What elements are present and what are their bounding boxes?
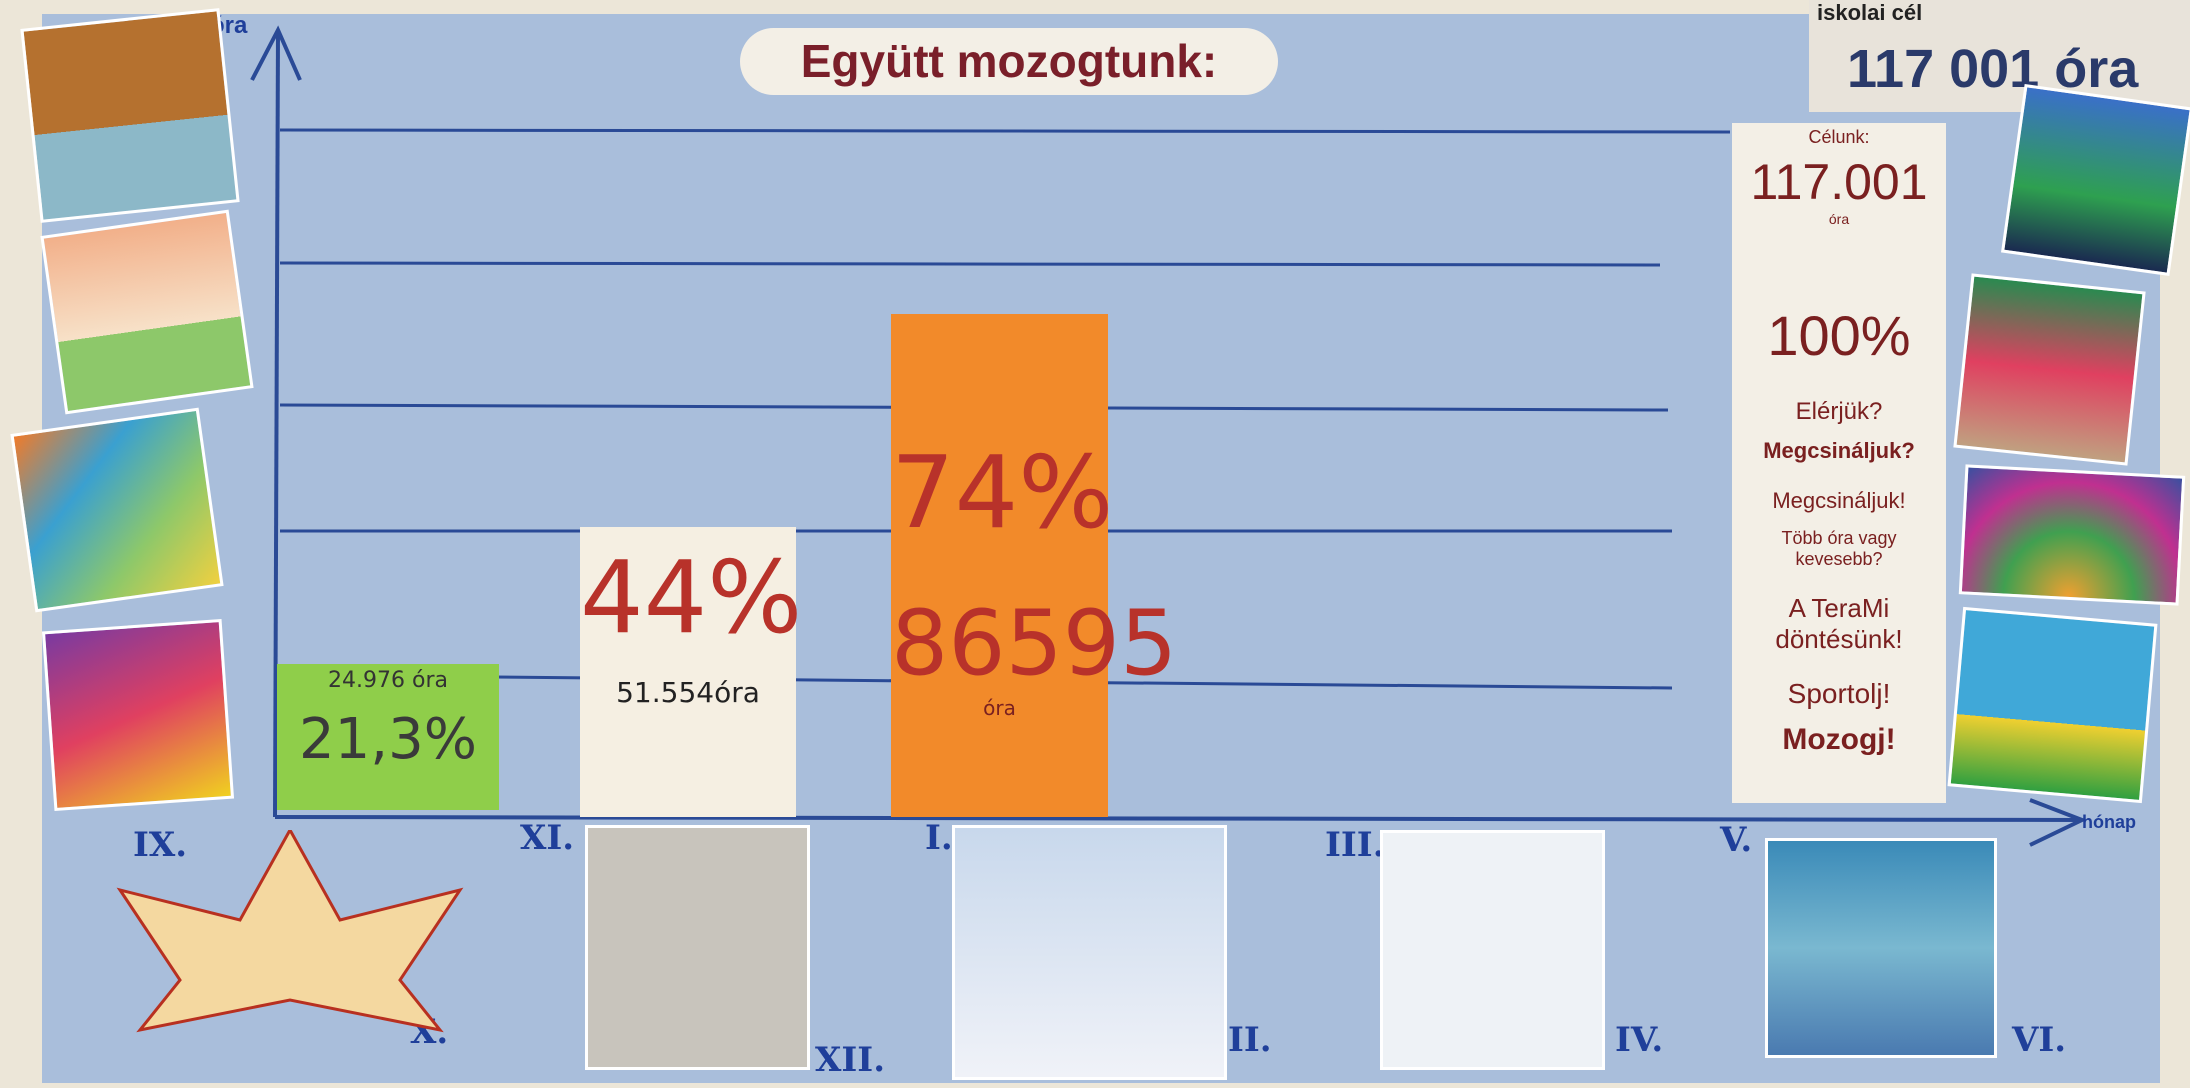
note-percent: 74% [891,434,1114,551]
month-label: V. [1720,820,1753,860]
target-text: Elérjük? [1795,398,1883,425]
month-label: III. [1325,825,1385,865]
title: Együtt mozogtunk: [740,28,1278,95]
axis-lines [250,25,2088,847]
month-label: IX. [133,825,188,865]
x-arrow [2029,798,2088,847]
target-text: óra [1828,211,1850,227]
month-label: VI. [2012,1020,2067,1060]
month-label: XI. [520,818,575,858]
note-percent: 44% [580,539,803,656]
target-text: Mozogj! [1782,723,1896,756]
month-label: II. [1228,1020,1272,1060]
goal-box: iskolai cél 117 001 óra [1809,0,2190,112]
artwork [1958,464,2186,606]
y-arrow [250,25,302,81]
y-axis [273,29,280,818]
artwork [1953,273,2146,466]
note-unit: óra [983,696,1016,720]
target-text: Megcsináljuk? [1763,438,1915,463]
x-axis-label: hónap [2082,812,2136,832]
note-cream: 44% 51.554óra [580,527,803,817]
note-text: 51.554óra [616,676,760,709]
note-orange: 74% 86595 óra [891,314,1178,817]
target-text: 100% [1767,304,1911,367]
month-label: IV. [1615,1020,1664,1060]
goal-label: iskolai cél [1817,0,1923,25]
artwork [41,618,235,812]
grid-line [279,261,1661,267]
note-percent: 21,3% [299,707,477,772]
month-label: XII. [815,1040,886,1080]
leaf [116,830,464,1033]
grid-line [279,128,1731,134]
leaf-artwork [116,830,464,1033]
target-text: 117.001 [1750,154,1928,210]
note-text: 86595 [891,591,1178,696]
artwork [1380,830,1605,1070]
artwork [2000,83,2190,277]
artwork [1947,606,2158,804]
target-text: Sportolj! [1787,678,1891,709]
artwork [40,209,254,415]
target-text: Célunk: [1808,127,1870,147]
goal-value: 117 001 óra [1847,39,2139,99]
note-green: 24.976 óra 21,3% [277,664,499,810]
note-text: 24.976 óra [328,668,448,693]
artwork [952,825,1227,1080]
artwork [20,8,240,223]
x-axis [274,815,2083,822]
artwork [585,825,810,1070]
artwork [1765,838,1997,1058]
target-text: Megcsináljuk! [1772,488,1906,513]
target-text: Több óra vagy kevesebb? [1781,528,1897,569]
artwork [10,407,224,613]
target-column: Célunk: 117.001 óra 100% Elérjük? Megcsi… [1732,123,1946,803]
month-label: I. [925,818,953,858]
target-text: A TeraMi döntésünk! [1775,593,1903,654]
